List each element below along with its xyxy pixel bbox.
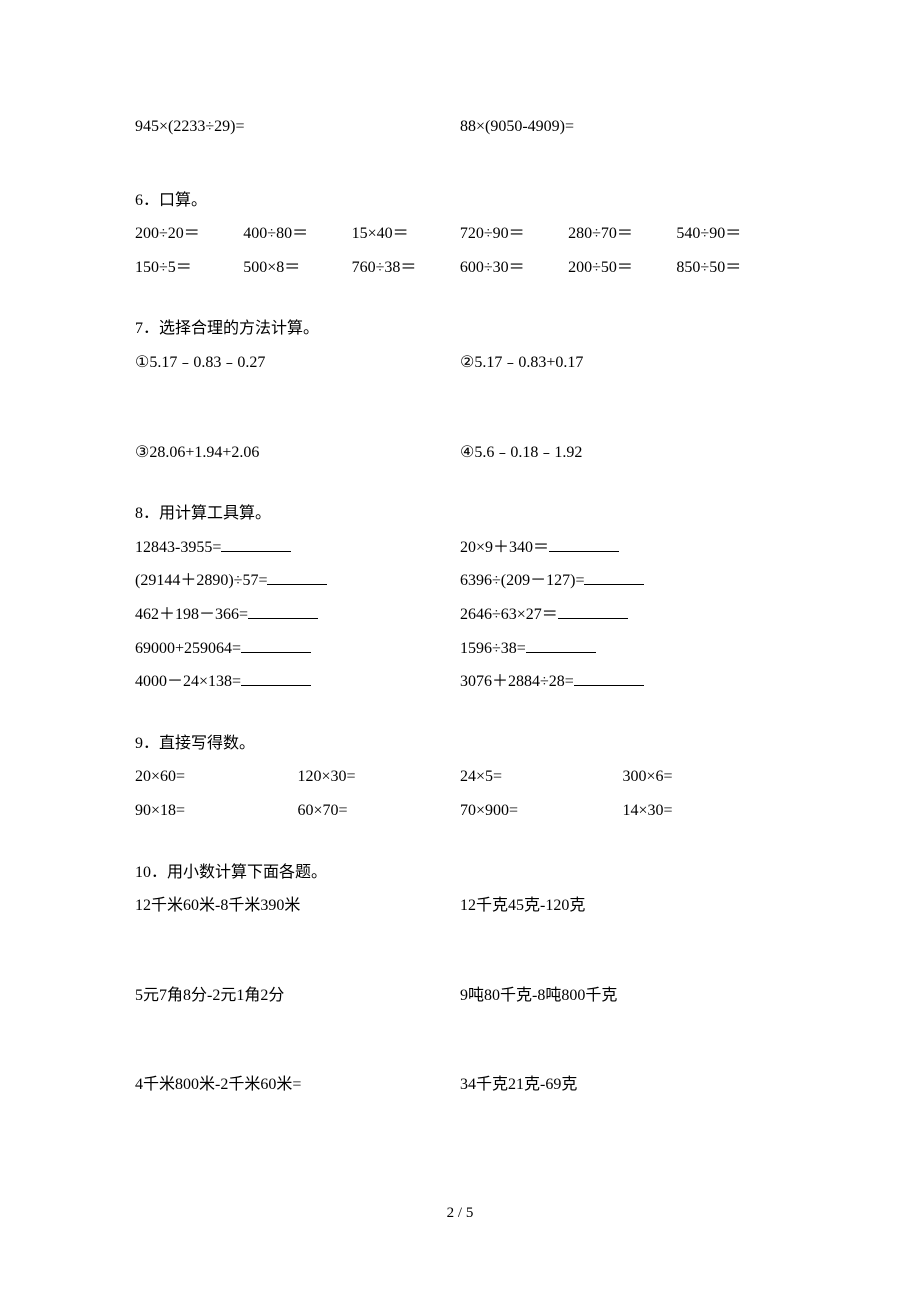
q9-title: 9．直接写得数。 — [135, 727, 785, 761]
q5-left: 945×(2233÷29)= — [135, 118, 244, 135]
q9-r2-c2: 60×70= — [298, 802, 348, 819]
q8-title: 8．用计算工具算。 — [135, 497, 785, 531]
blank-line — [584, 569, 644, 585]
q6: 6．口算。 200÷20＝ 400÷80＝ 15×40＝ 720÷90＝ 280… — [135, 184, 785, 285]
q6-r2-c6: 850÷50＝ — [676, 259, 741, 276]
q10-c: 5元7角8分-2元1角2分 — [135, 987, 284, 1004]
q10-d: 9吨80千克-8吨800千克 — [460, 987, 617, 1004]
q9-r1-c2: 120×30= — [298, 768, 356, 785]
q6-r2-c2: 500×8＝ — [243, 259, 300, 276]
q6-r1-c6: 540÷90＝ — [676, 225, 741, 242]
q8-row0: 12843-3955= 20×9＋340＝ — [135, 531, 785, 565]
q10-e: 4千米800米-2千米60米= — [135, 1076, 301, 1093]
blank-line — [558, 603, 628, 619]
q9-r2-c3: 70×900= — [460, 802, 518, 819]
q6-row2: 150÷5＝ 500×8＝ 760÷38＝ 600÷30＝ 200÷50＝ 85… — [135, 251, 785, 285]
q8-row4: 4000－24×138= 3076＋2884÷28= — [135, 665, 785, 699]
q10: 10．用小数计算下面各题。 12千米60米-8千米390米 12千克45克-12… — [135, 856, 785, 1102]
q8-r0-l: 12843-3955= — [135, 539, 221, 556]
q7: 7．选择合理的方法计算。 ①5.17﹣0.83﹣0.27 ②5.17﹣0.83+… — [135, 312, 785, 469]
q10-a: 12千米60米-8千米390米 — [135, 897, 300, 914]
q7-c: ③28.06+1.94+2.06 — [135, 444, 259, 461]
q10-f: 34千克21克-69克 — [460, 1076, 577, 1093]
q5-right: 88×(9050-4909)= — [460, 118, 574, 135]
q6-row1: 200÷20＝ 400÷80＝ 15×40＝ 720÷90＝ 280÷70＝ 5… — [135, 217, 785, 251]
q6-r2-c3: 760÷38＝ — [352, 259, 417, 276]
q9-r2-c1: 90×18= — [135, 802, 185, 819]
q7-title: 7．选择合理的方法计算。 — [135, 312, 785, 346]
q6-r1-c3: 15×40＝ — [352, 225, 409, 242]
blank-line — [574, 670, 644, 686]
q10-b: 12千克45克-120克 — [460, 897, 585, 914]
q6-r1-c1: 200÷20＝ — [135, 225, 200, 242]
q6-r1-c4: 720÷90＝ — [460, 225, 525, 242]
q6-r1-c5: 280÷70＝ — [568, 225, 633, 242]
blank-line — [549, 536, 619, 552]
q10-title: 10．用小数计算下面各题。 — [135, 856, 785, 890]
q8-r3-l: 69000+259064= — [135, 640, 241, 657]
q7-a: ①5.17﹣0.83﹣0.27 — [135, 354, 265, 371]
q8-r1-r: 6396÷(209－127)= — [460, 572, 584, 589]
q8-r2-r: 2646÷63×27＝ — [460, 606, 558, 623]
q9-r1-c3: 24×5= — [460, 768, 502, 785]
q8-row1: (29144＋2890)÷57= 6396÷(209－127)= — [135, 564, 785, 598]
blank-line — [221, 536, 291, 552]
q8-row2: 462＋198－366= 2646÷63×27＝ — [135, 598, 785, 632]
q8-r0-r: 20×9＋340＝ — [460, 539, 549, 556]
q9-r1-c4: 300×6= — [623, 768, 673, 785]
q6-r2-c5: 200÷50＝ — [568, 259, 633, 276]
page-number: 2 / 5 — [0, 1205, 920, 1222]
q9: 9．直接写得数。 20×60= 120×30= 24×5= 300×6= 90×… — [135, 727, 785, 828]
blank-line — [241, 637, 311, 653]
q9-r1-c1: 20×60= — [135, 768, 185, 785]
q10-row2: 5元7角8分-2元1角2分 9吨80千克-8吨800千克 — [135, 979, 785, 1013]
page-content: 945×(2233÷29)= 88×(9050-4909)= 6．口算。 200… — [0, 0, 920, 1102]
q5-row: 945×(2233÷29)= 88×(9050-4909)= — [135, 110, 785, 144]
blank-line — [241, 670, 311, 686]
q8-r4-r: 3076＋2884÷28= — [460, 673, 574, 690]
q8-r2-l: 462＋198－366= — [135, 606, 248, 623]
q8-r4-l: 4000－24×138= — [135, 673, 241, 690]
blank-line — [267, 569, 327, 585]
q8-row3: 69000+259064= 1596÷38= — [135, 632, 785, 666]
q7-row1: ①5.17﹣0.83﹣0.27 ②5.17﹣0.83+0.17 — [135, 346, 785, 380]
q8: 8．用计算工具算。 12843-3955= 20×9＋340＝ (29144＋2… — [135, 497, 785, 699]
q7-row2: ③28.06+1.94+2.06 ④5.6﹣0.18﹣1.92 — [135, 436, 785, 470]
q10-row1: 12千米60米-8千米390米 12千克45克-120克 — [135, 889, 785, 923]
q7-d: ④5.6﹣0.18﹣1.92 — [460, 444, 582, 461]
q6-title: 6．口算。 — [135, 184, 785, 218]
q9-row1: 20×60= 120×30= 24×5= 300×6= — [135, 760, 785, 794]
q10-row3: 4千米800米-2千米60米= 34千克21克-69克 — [135, 1068, 785, 1102]
q6-r2-c4: 600÷30＝ — [460, 259, 525, 276]
q6-r2-c1: 150÷5＝ — [135, 259, 192, 276]
blank-line — [526, 637, 596, 653]
q8-r1-l: (29144＋2890)÷57= — [135, 572, 267, 589]
q7-b: ②5.17﹣0.83+0.17 — [460, 354, 583, 371]
q6-r1-c2: 400÷80＝ — [243, 225, 308, 242]
q9-row2: 90×18= 60×70= 70×900= 14×30= — [135, 794, 785, 828]
blank-line — [248, 603, 318, 619]
q8-r3-r: 1596÷38= — [460, 640, 526, 657]
q9-r2-c4: 14×30= — [623, 802, 673, 819]
